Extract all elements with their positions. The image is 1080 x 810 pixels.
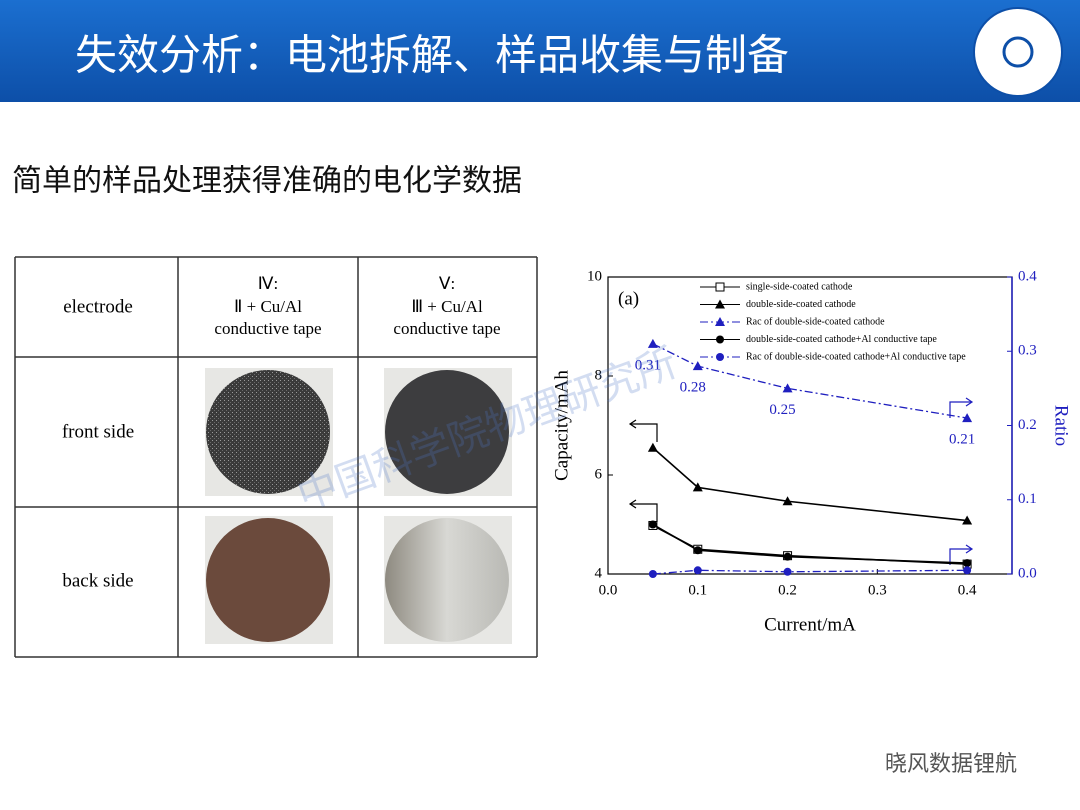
y2-tick-label: 0.1 <box>1018 491 1037 507</box>
y2-tick-label: 0.2 <box>1018 417 1037 433</box>
table-header: electrode <box>63 296 133 317</box>
table <box>14 256 538 658</box>
table-header: conductive tape <box>214 319 321 338</box>
photo-sample <box>206 518 330 642</box>
legend-marker <box>716 353 724 361</box>
legend-label: double-side-coated cathode+Al conductive… <box>746 334 937 345</box>
marker <box>963 566 972 575</box>
value-label: 0.25 <box>769 402 795 418</box>
marker <box>962 413 973 423</box>
x-tick-label: 0.1 <box>688 582 707 598</box>
series-line <box>652 523 968 564</box>
marker <box>692 482 703 492</box>
y2-tick-label: 0.4 <box>1018 268 1037 284</box>
y-tick-label: 10 <box>587 268 602 284</box>
marker <box>648 520 657 529</box>
x-tick-label: 0.3 <box>868 582 887 598</box>
marker <box>783 567 792 576</box>
legend-marker <box>715 299 725 309</box>
logo <box>973 7 1063 97</box>
y-axis-title: Capacity/mAh <box>551 370 572 481</box>
marker <box>647 338 658 348</box>
legend-label: single-side-coated cathode <box>746 281 853 292</box>
value-label: 0.21 <box>949 432 975 448</box>
photo-sample <box>385 370 509 494</box>
legend-label: double-side-coated cathode <box>746 299 856 310</box>
legend-label: Rac of double-side-coated cathode+Al con… <box>746 351 966 362</box>
row-label: front side <box>62 421 134 442</box>
y-tick-label: 6 <box>595 466 603 482</box>
table-header: conductive tape <box>393 319 500 338</box>
table-header: Ⅱ + Cu/Al <box>234 297 302 316</box>
value-label: 0.31 <box>635 357 661 373</box>
slide-title: 失效分析：电池拆解、样品收集与制备 <box>75 31 789 80</box>
marker <box>693 546 702 555</box>
y-tick-label: 8 <box>595 367 603 383</box>
x-axis-title: Current/mA <box>764 614 856 635</box>
table-header: Ⅲ + Cu/Al <box>411 297 483 316</box>
photo-sample <box>385 518 509 642</box>
series-line <box>652 343 968 419</box>
marker <box>648 570 657 578</box>
footer-text: 晓风数据锂航 <box>885 752 1017 777</box>
legend-label: Rac of double-side-coated cathode <box>746 316 885 327</box>
legend-marker <box>715 282 725 292</box>
legend-marker <box>716 335 724 344</box>
marker <box>782 383 793 393</box>
photo-sample <box>206 370 330 494</box>
logo-mark <box>1002 36 1034 68</box>
y-tick-label: 4 <box>595 565 603 581</box>
arrow <box>949 397 974 418</box>
annotation: (a) <box>618 288 639 309</box>
table-header: Ⅳ: <box>258 274 278 293</box>
chart: 0.0 0.1 0.2 0.3 0.4 4 6 8 10 0.0 0.1 0.2 0.3 0.4 Curre… <box>551 268 1071 635</box>
marker <box>962 515 973 525</box>
arrow <box>628 419 658 442</box>
x-tick-label: 0.0 <box>599 582 618 598</box>
y2-tick-label: 0.3 <box>1018 343 1037 359</box>
x-tick-label: 0.2 <box>778 582 797 598</box>
x-tick-label: 0.4 <box>958 582 977 598</box>
series-line <box>652 447 968 522</box>
y2-axis-title: Ratio <box>1051 405 1072 446</box>
table-header: Ⅴ: <box>439 274 455 293</box>
arrow <box>949 544 974 565</box>
value-label: 0.28 <box>680 380 706 396</box>
subtitle: 简单的样品处理获得准确的电化学数据 <box>12 164 522 199</box>
series-line <box>652 569 968 575</box>
marker <box>963 559 972 568</box>
marker <box>693 566 702 575</box>
marker <box>782 496 793 506</box>
header-band <box>0 0 1080 102</box>
y2-tick-label: 0.0 <box>1018 565 1037 581</box>
legend-marker <box>715 317 725 326</box>
row-label: back side <box>62 570 133 591</box>
marker <box>647 442 658 452</box>
marker <box>692 361 703 371</box>
arrow <box>628 499 658 522</box>
marker <box>783 552 792 561</box>
